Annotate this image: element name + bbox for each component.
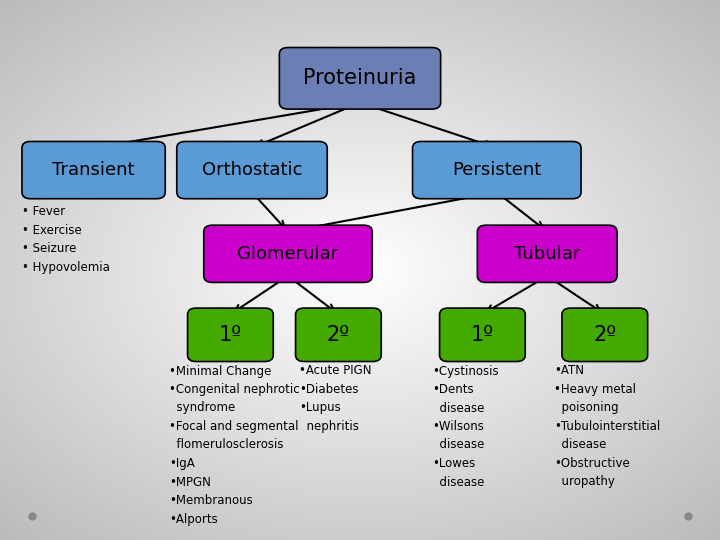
Text: •Acute PIGN
•Diabetes
•Lupus
  nephritis: •Acute PIGN •Diabetes •Lupus nephritis [299,364,372,433]
FancyBboxPatch shape [176,141,327,199]
FancyBboxPatch shape [204,225,372,282]
Text: Tubular: Tubular [514,245,580,263]
Text: Glomerular: Glomerular [238,245,338,263]
Text: •ATN
•Heavy metal
  poisoning
•Tubulointerstitial
  disease
•Obstructive
  uropa: •ATN •Heavy metal poisoning •Tubulointer… [554,364,661,489]
Text: 1º: 1º [219,325,242,345]
FancyBboxPatch shape [440,308,526,362]
Text: 2º: 2º [593,325,616,345]
Text: 1º: 1º [471,325,494,345]
FancyBboxPatch shape [562,308,648,362]
FancyBboxPatch shape [477,225,617,282]
Text: •Cystinosis
•Dents
  disease
•Wilsons
  disease
•Lowes
  disease: •Cystinosis •Dents disease •Wilsons dise… [432,364,499,489]
FancyBboxPatch shape [22,141,165,199]
Text: •Minimal Change
•Congenital nephrotic
  syndrome
•Focal and segmental
  flomerul: •Minimal Change •Congenital nephrotic sy… [169,364,300,525]
FancyBboxPatch shape [187,308,274,362]
FancyBboxPatch shape [279,48,441,109]
Text: Persistent: Persistent [452,161,541,179]
Text: Proteinuria: Proteinuria [303,68,417,89]
Text: 2º: 2º [327,325,350,345]
Text: Orthostatic: Orthostatic [202,161,302,179]
FancyBboxPatch shape [413,141,581,199]
Text: Transient: Transient [53,161,135,179]
Text: • Fever
• Exercise
• Seizure
• Hypovolemia: • Fever • Exercise • Seizure • Hypovolem… [22,205,109,274]
FancyBboxPatch shape [296,308,382,362]
